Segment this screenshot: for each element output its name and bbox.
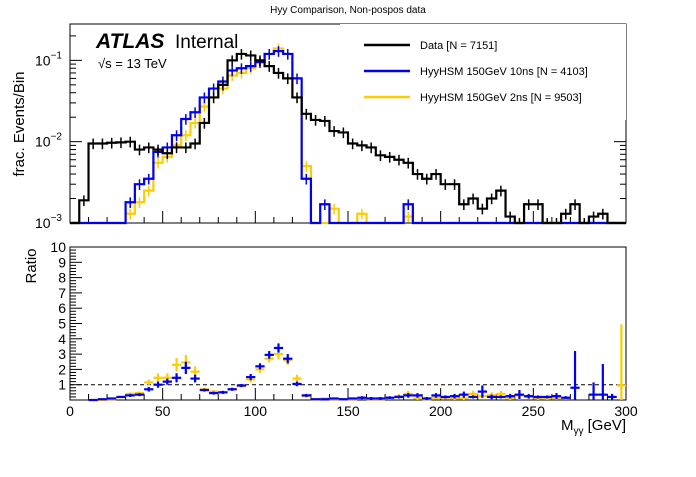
legend: Data [N = 7151] HyyHSM 150GeV 10ns [N = 4… bbox=[340, 24, 626, 120]
x-tick-label: 0 bbox=[66, 403, 74, 419]
y-tick-label: 10−2 bbox=[35, 132, 62, 150]
ratio-y-tick-label: 10 bbox=[50, 239, 66, 255]
ratio-y-tick-label: 3 bbox=[58, 346, 66, 362]
ratio-y-axis-label: Ratio bbox=[23, 248, 40, 283]
x-tick-label: 300 bbox=[614, 403, 638, 419]
y-tick-label: 10−3 bbox=[35, 213, 62, 231]
ratio-y-tick-label: 5 bbox=[58, 316, 66, 332]
ratio-y-tick-label: 1 bbox=[58, 377, 66, 393]
legend-entry: HyyHSM 150GeV 2ns [N = 9503] bbox=[420, 92, 582, 104]
ratio-y-tick-label: 2 bbox=[58, 361, 66, 377]
atlas-label: ATLAS bbox=[95, 30, 164, 53]
x-tick-label: 200 bbox=[429, 403, 453, 419]
ratio-series bbox=[88, 324, 626, 402]
internal-label: Internal bbox=[175, 32, 238, 53]
x-tick-label: 100 bbox=[244, 403, 268, 419]
energy-label: √s = 13 TeV bbox=[98, 56, 167, 71]
ratio-y-tick-label: 4 bbox=[58, 331, 66, 347]
ratio-y-tick-label: 6 bbox=[58, 300, 66, 316]
x-axis-label: Mγγ [GeV] bbox=[561, 417, 626, 437]
x-tick-label: 50 bbox=[155, 403, 171, 419]
main-panel: 10−3 10−2 10−1 frac. Events/Bin ATLAS Inte… bbox=[11, 23, 627, 231]
main-series bbox=[70, 43, 626, 225]
main-y-axis-label: frac. Events/Bin bbox=[11, 71, 28, 176]
x-tick-label: 250 bbox=[522, 403, 546, 419]
y-tick-label: 10−1 bbox=[35, 50, 62, 68]
plot-title: Hyy Comparison, Non-pospos data bbox=[270, 5, 426, 16]
ratio-y-tick-label: 8 bbox=[58, 270, 66, 286]
ratio-x-ticks: 0 50 100 150 200 250 300 bbox=[66, 388, 638, 419]
x-tick-label: 150 bbox=[336, 403, 360, 419]
legend-entry: Data [N = 7151] bbox=[420, 40, 497, 52]
legend-entry: HyyHSM 150GeV 10ns [N = 4103] bbox=[420, 66, 588, 78]
ratio-y-tick-label: 7 bbox=[58, 285, 66, 301]
ratio-y-tick-label: 9 bbox=[58, 254, 66, 270]
